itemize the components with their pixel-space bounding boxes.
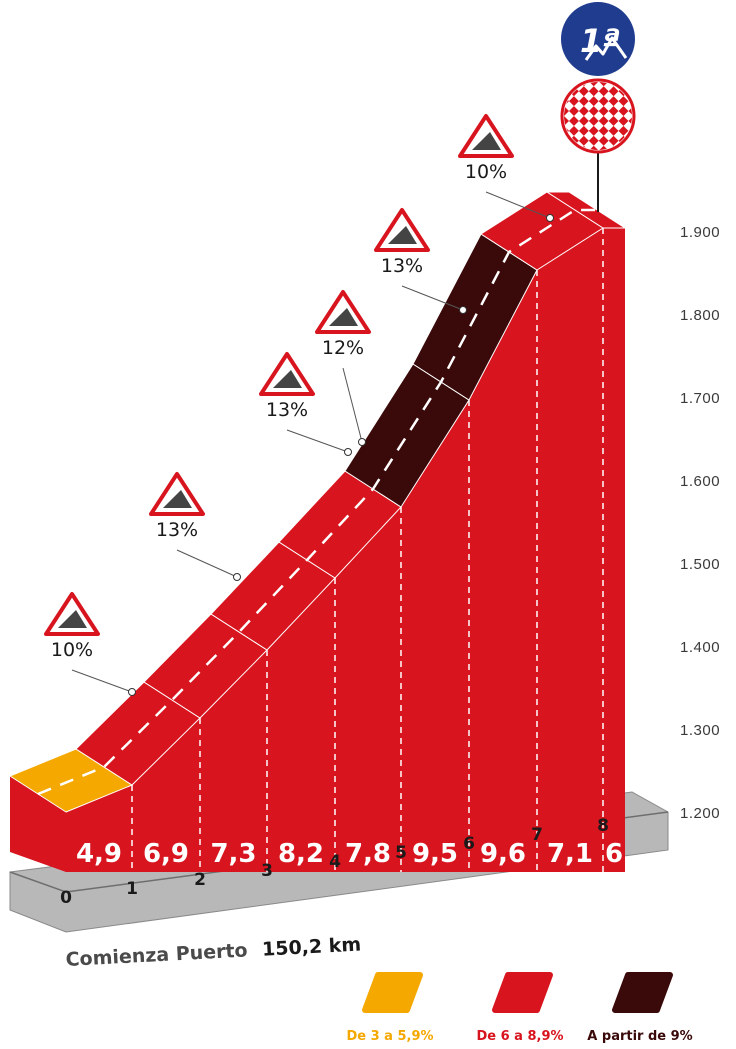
ramp-leader-line: [176, 549, 238, 578]
ramp-label: 13%: [266, 399, 308, 421]
max-ramp-marker: 13%: [259, 352, 352, 456]
start-text: Comienza Puerto 150,2 km: [65, 934, 362, 971]
ramp-point: [233, 573, 241, 581]
elevation-axis: 1.200 1.300 1.400 1.500 1.600 1.700 1.800 1.900: [680, 224, 720, 822]
segment-value: 7,1: [547, 839, 593, 869]
legend-swatch: [612, 972, 673, 1013]
start-distance: 150,2 km: [262, 934, 362, 961]
legend-item: A partir de 9%: [587, 972, 693, 1044]
warning-triangle-icon: [44, 592, 100, 636]
warning-triangle-icon: [458, 114, 514, 158]
ramp-label: 12%: [322, 337, 364, 359]
max-ramp-marker: 13%: [374, 208, 467, 314]
max-ramp-marker: 10%: [44, 592, 136, 696]
segment-value: 9,5: [412, 839, 458, 869]
profile-wall-segment: [603, 228, 625, 872]
profile-wall-segment: [469, 270, 537, 872]
ramp-label: 10%: [465, 161, 507, 183]
elevation-tick-label: 1.400: [680, 639, 720, 656]
profile-wall-left: [10, 776, 66, 872]
warning-triangle-icon: [149, 472, 205, 516]
ramp-label: 10%: [51, 639, 93, 661]
legend-item: De 3 a 5,9%: [346, 972, 434, 1044]
ramp-leader-line: [485, 191, 551, 219]
ramp-leader-line: [401, 285, 464, 311]
max-ramp-markers: 10% 13% 13% 12% 13% 10%: [44, 114, 554, 696]
profile-wall: [10, 228, 625, 872]
km-tick-label: 4: [329, 852, 341, 872]
km-tick-label: 1: [126, 879, 138, 899]
profile-wall-segment: [66, 785, 132, 872]
max-ramp-marker: 10%: [458, 114, 554, 222]
km-tick-label: 6: [463, 834, 475, 854]
max-ramp-marker: 13%: [149, 472, 241, 581]
elevation-tick-label: 1.600: [680, 473, 720, 490]
segment-value: 4,9: [76, 839, 122, 869]
ramp-leader-line: [71, 669, 133, 693]
profile-wall-segment: [537, 228, 603, 872]
profile-wall-segment: [267, 578, 335, 872]
profile-wall-segment: [335, 507, 401, 872]
elevation-tick-label: 1.800: [680, 307, 720, 324]
ramp-point: [546, 214, 554, 222]
category-badge: 1ª: [561, 2, 635, 76]
warning-triangle-icon: [315, 290, 371, 334]
ramp-point: [358, 438, 366, 446]
ramp-leader-line: [342, 367, 363, 443]
legend: De 3 a 5,9% De 6 a 8,9% A partir de 9%: [346, 972, 693, 1044]
profile-wall-segment: [401, 400, 469, 872]
legend-swatch: [362, 972, 423, 1013]
warning-triangle-icon: [259, 352, 315, 396]
km-tick-label: 7: [531, 825, 543, 845]
km-tick-label: 5: [395, 843, 407, 863]
mountain-icon: [584, 36, 628, 61]
elevation-tick-label: 1.200: [680, 805, 720, 822]
km-tick-label: 2: [194, 870, 206, 890]
legend-label: De 3 a 5,9%: [346, 1029, 433, 1044]
warning-triangle-icon: [374, 208, 430, 252]
profile-center-line: [37, 208, 597, 796]
elevation-tick-label: 1.700: [680, 390, 720, 407]
segment-value: 8,2: [278, 839, 324, 869]
max-ramp-marker: 12%: [315, 290, 371, 446]
ramp-point: [128, 688, 136, 696]
km-tick-label: 0: [60, 888, 72, 908]
elevation-tick-label: 1.500: [680, 556, 720, 573]
start-prefix: Comienza Puerto: [65, 939, 248, 970]
legend-swatch: [492, 972, 553, 1013]
legend-item: De 6 a 8,9%: [476, 972, 564, 1044]
elevation-tick-label: 1.300: [680, 722, 720, 739]
segment-value: 6,9: [143, 839, 189, 869]
profile-top-surface: [8, 191, 627, 813]
segment-value: 7,8: [345, 839, 391, 869]
profile-wall-segment: [200, 650, 267, 872]
segment-values: 4,9 6,9 7,3 8,2 7,8 9,5 9,6 7,1 6: [76, 839, 623, 869]
segment-value: 6: [605, 839, 623, 869]
km-axis: 0 1 2 3 4 5 6 7 8: [60, 816, 609, 908]
km-tick-label: 3: [261, 861, 273, 881]
elevation-tick-label: 1.900: [680, 224, 720, 241]
ramp-point: [344, 448, 352, 456]
ramp-leader-line: [286, 429, 349, 453]
segment-value: 9,6: [480, 839, 526, 869]
legend-label: A partir de 9%: [587, 1029, 692, 1044]
legend-label: De 6 a 8,9%: [476, 1029, 563, 1044]
ramp-point: [459, 306, 467, 314]
segment-value: 7,3: [210, 839, 256, 869]
km-tick-label: 8: [597, 816, 609, 836]
profile-wall-segment: [132, 718, 200, 872]
ramp-label: 13%: [156, 519, 198, 541]
ramp-label: 13%: [381, 255, 423, 277]
